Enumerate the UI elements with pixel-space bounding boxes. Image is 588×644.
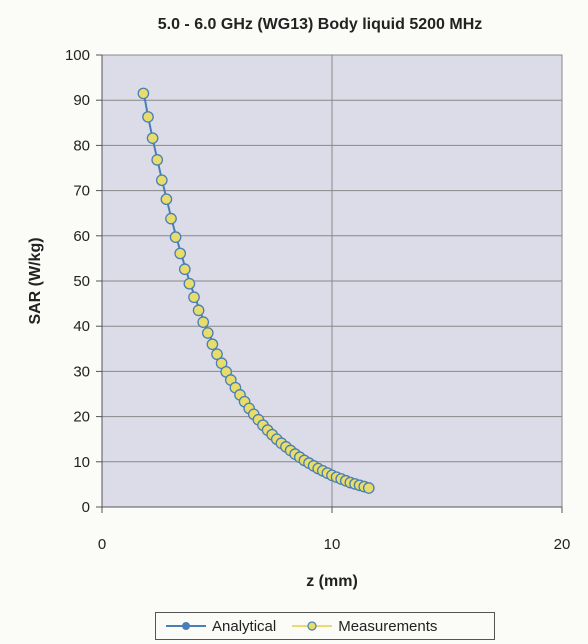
point-measurements [137,87,150,100]
chart-title: 5.0 - 6.0 GHz (WG13) Body liquid 5200 MH… [157,16,483,33]
legend-label-analytical: Analytical [212,617,277,635]
y-tick-label: 30 [73,363,90,380]
point-measurements [160,193,173,206]
y-tick-label: 50 [73,273,90,290]
y-tick-label: 10 [73,454,90,471]
y-tick-label: 0 [82,499,90,516]
legend-item-measurements: Measurements [290,618,443,635]
point-measurements [155,174,168,187]
y-tick-label: 100 [65,47,90,64]
y-tick-label: 20 [73,409,90,426]
legend-label-measurements: Measurements [338,617,438,635]
point-measurements [174,247,187,260]
point-measurements [165,212,177,225]
y-tick-label: 40 [73,318,90,335]
legend-line-icon [166,622,206,630]
y-axis-title: SAR (W/kg) [27,237,44,324]
x-tick-label: 10 [324,536,341,553]
legend-item-analytical: Analytical [164,618,282,635]
x-tick-label: 20 [554,536,571,553]
point-measurements [197,316,210,328]
point-measurements [188,291,200,304]
point-measurements [183,277,196,290]
y-tick-label: 90 [73,92,90,109]
axes: 0 10 20 30 40 50 60 70 80 90 100 0 10 20 [65,47,570,553]
legend-marker-icon [292,621,333,631]
series-layer [137,87,375,494]
legend: Analytical Measurements [155,612,495,640]
y-tick-label: 80 [73,137,90,154]
point-measurements [206,338,219,351]
point-measurements [201,327,214,339]
point-measurements [151,154,164,166]
x-tick-label: 0 [98,536,106,553]
point-measurements [178,263,191,276]
point-measurements [146,132,159,145]
point-measurements [362,482,375,494]
point-measurements [211,348,223,361]
y-tick-label: 70 [73,183,90,200]
point-measurements [142,111,154,123]
point-measurements [169,231,182,244]
x-axis-title: z (mm) [306,573,358,590]
y-tick-label: 60 [73,228,90,245]
point-measurements [192,304,205,317]
